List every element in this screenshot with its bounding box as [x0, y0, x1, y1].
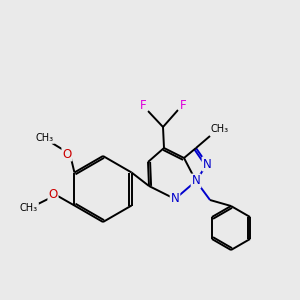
Text: CH₃: CH₃ [211, 124, 229, 134]
Text: O: O [62, 148, 72, 160]
Text: CH₃: CH₃ [36, 133, 54, 143]
Text: N: N [202, 158, 211, 170]
Text: CH₃: CH₃ [20, 203, 38, 213]
Text: N: N [171, 193, 179, 206]
Text: F: F [180, 100, 186, 112]
Text: O: O [48, 188, 58, 202]
Text: F: F [140, 100, 146, 112]
Text: N: N [192, 175, 200, 188]
